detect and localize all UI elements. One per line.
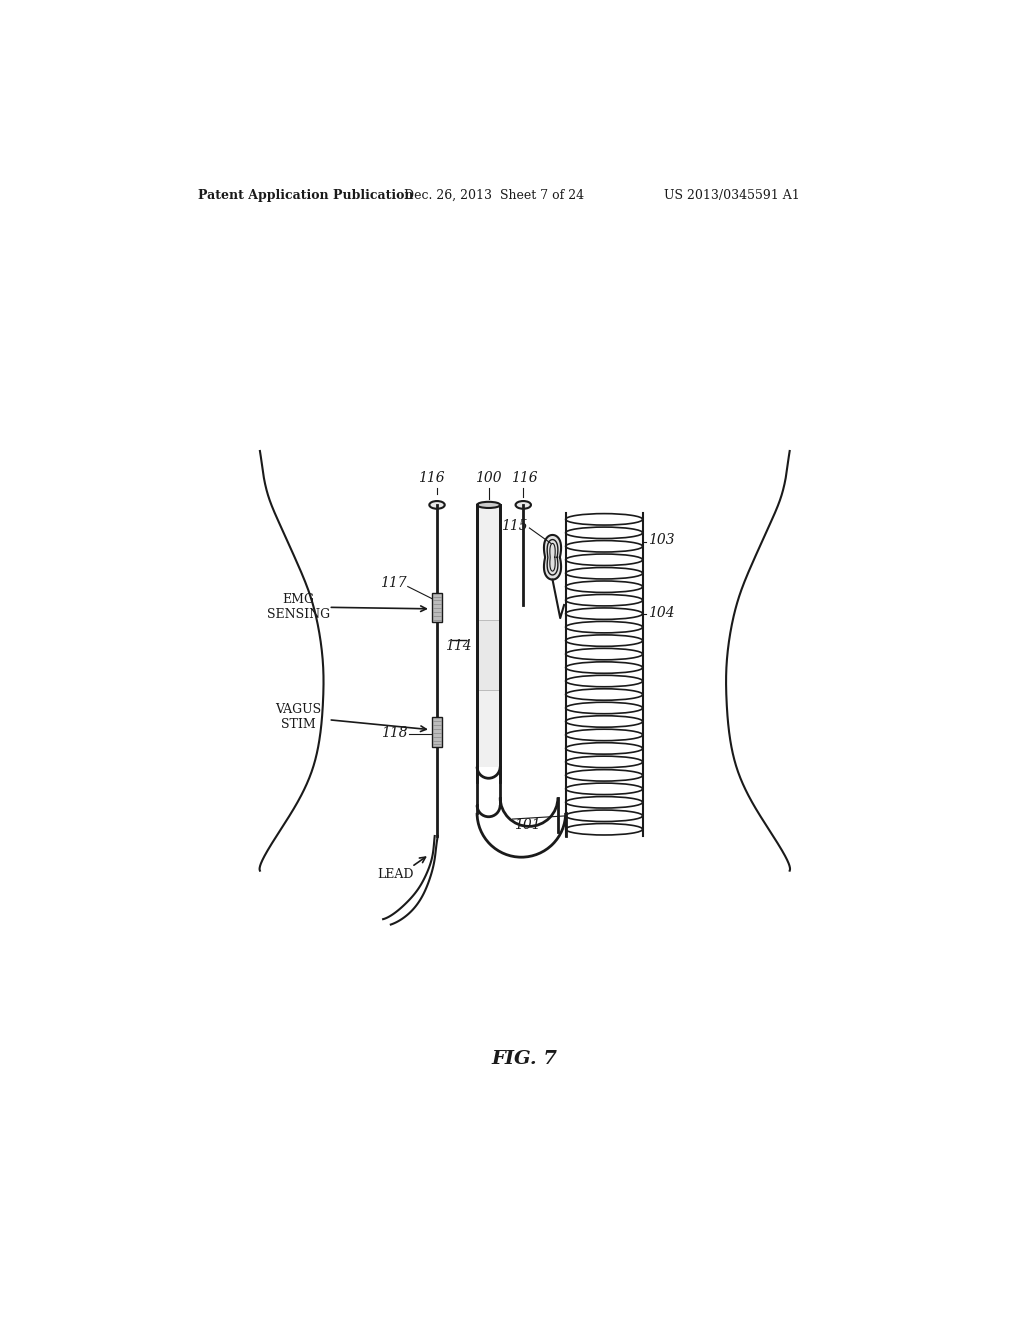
Bar (432, 593, 441, 622)
Ellipse shape (429, 502, 444, 508)
Text: 104: 104 (648, 606, 675, 619)
Bar (478, 506, 500, 767)
Bar (432, 718, 441, 747)
Text: 118: 118 (381, 726, 408, 739)
Ellipse shape (477, 502, 500, 508)
Polygon shape (544, 535, 561, 579)
Text: Dec. 26, 2013  Sheet 7 of 24: Dec. 26, 2013 Sheet 7 of 24 (403, 189, 584, 202)
Text: Patent Application Publication: Patent Application Publication (198, 189, 413, 202)
Text: US 2013/0345591 A1: US 2013/0345591 A1 (665, 189, 800, 202)
Bar (478, 620, 500, 689)
Ellipse shape (515, 502, 531, 508)
Text: 101: 101 (514, 818, 541, 832)
Text: 100: 100 (475, 471, 502, 484)
Text: 103: 103 (648, 533, 675, 548)
Text: 116: 116 (511, 471, 539, 484)
Text: EMG
SENSING: EMG SENSING (267, 593, 330, 620)
Text: 114: 114 (445, 639, 472, 653)
Text: 115: 115 (502, 520, 528, 533)
Text: VAGUS
STIM: VAGUS STIM (275, 704, 322, 731)
Text: 117: 117 (380, 577, 407, 590)
Text: 116: 116 (418, 471, 444, 484)
Text: FIG. 7: FIG. 7 (492, 1051, 558, 1068)
Text: LEAD: LEAD (377, 869, 414, 880)
